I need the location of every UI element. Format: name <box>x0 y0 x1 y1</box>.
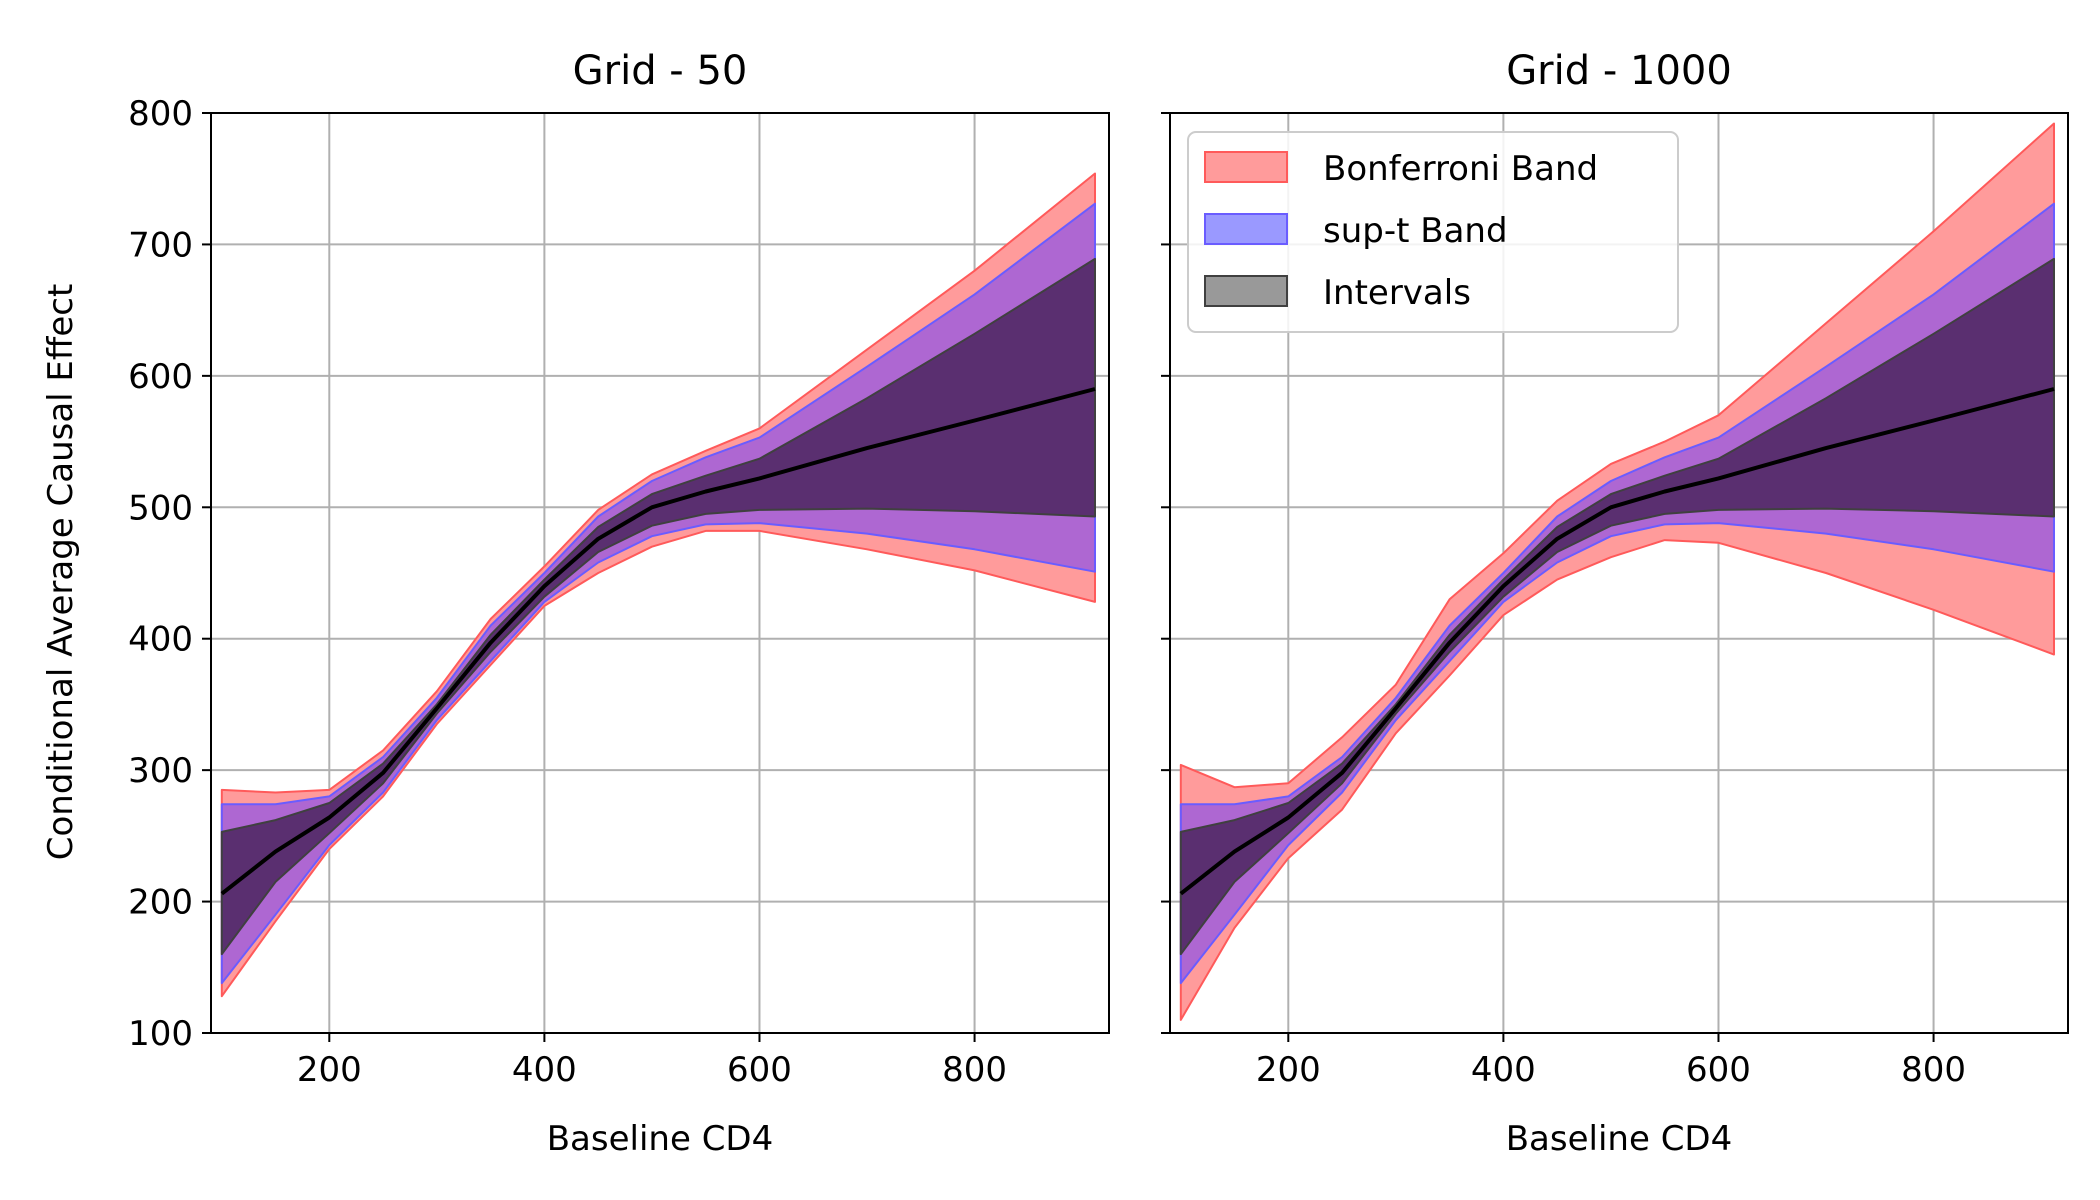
right-bands <box>1179 122 2055 1021</box>
right-panel-title: Grid - 1000 <box>1506 48 1732 94</box>
left-panel-title: Grid - 50 <box>573 48 748 94</box>
left-estimate <box>220 387 1096 896</box>
right-estimate <box>1179 387 2055 896</box>
legend-label-supt: sup-t Band <box>1323 211 1508 251</box>
y-tick-label: 200 <box>128 883 193 923</box>
left-axes-frame <box>210 112 1110 1034</box>
legend-label-intervals: Intervals <box>1323 273 1471 313</box>
x-tick-label: 800 <box>942 1050 1007 1090</box>
x-tick-label: 800 <box>1901 1050 1966 1090</box>
legend: Bonferroni Band sup-t Band Intervals <box>1187 131 1679 333</box>
intervals-area <box>220 257 1096 956</box>
intervals-area <box>1179 257 2055 956</box>
y-tick-label: 600 <box>128 357 193 397</box>
x-tick-label: 200 <box>297 1050 362 1090</box>
left-bands <box>220 172 1096 998</box>
y-tick-label: 700 <box>128 225 193 265</box>
legend-swatch-intervals <box>1204 275 1288 307</box>
bonferroni-band-area <box>1179 122 2055 1021</box>
legend-swatch-bonferroni <box>1204 151 1288 183</box>
left-panel: 200 400 600 800 100 200 300 400 500 600 700 800 Gr… <box>128 48 1110 1159</box>
right-x-ticks: 200 400 600 800 <box>1256 1033 1966 1090</box>
x-tick-label: 600 <box>727 1050 792 1090</box>
y-tick-label: 800 <box>128 94 193 134</box>
legend-swatch-supt <box>1204 213 1288 245</box>
x-tick-label: 600 <box>1686 1050 1751 1090</box>
right-y-ticks <box>1161 112 1170 1034</box>
y-tick-label: 300 <box>128 751 193 791</box>
estimate-line <box>220 387 1096 896</box>
y-tick-label: 100 <box>128 1014 193 1054</box>
legend-frame <box>1187 131 1679 333</box>
y-axis-label: Conditional Average Causal Effect <box>41 284 81 861</box>
y-tick-label: 400 <box>128 620 193 660</box>
x-tick-label: 400 <box>1471 1050 1536 1090</box>
left-y-ticks: 100 200 300 400 500 600 700 800 <box>128 94 211 1054</box>
right-panel: 200 400 600 800 Grid - 1000 Baseline CD4 <box>1161 48 2069 1159</box>
left-x-axis-label: Baseline CD4 <box>547 1119 774 1159</box>
x-tick-label: 200 <box>1256 1050 1321 1090</box>
x-tick-label: 400 <box>512 1050 577 1090</box>
right-x-axis-label: Baseline CD4 <box>1506 1119 1733 1159</box>
left-x-ticks: 200 400 600 800 <box>297 1033 1007 1090</box>
estimate-line <box>1179 387 2055 896</box>
legend-label-bonferroni: Bonferroni Band <box>1323 149 1598 189</box>
y-tick-label: 500 <box>128 488 193 528</box>
right-axes-frame <box>1169 112 2069 1034</box>
